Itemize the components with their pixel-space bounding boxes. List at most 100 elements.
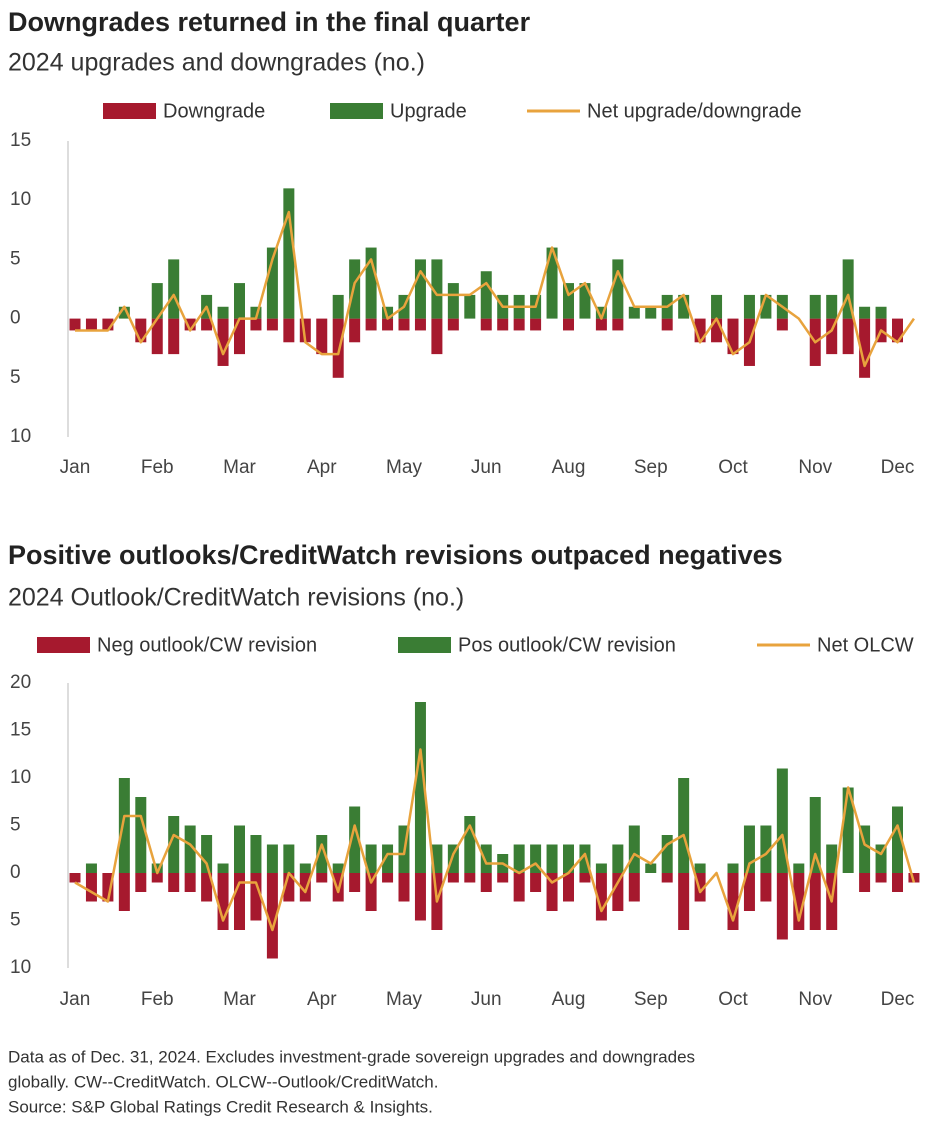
bar bbox=[793, 873, 805, 930]
bar bbox=[694, 318, 706, 343]
bar bbox=[875, 873, 887, 883]
bar bbox=[497, 873, 509, 883]
bar bbox=[661, 318, 673, 331]
bar bbox=[809, 294, 821, 319]
net-line bbox=[75, 210, 915, 368]
bar bbox=[875, 844, 887, 873]
bar bbox=[480, 844, 492, 873]
bar bbox=[563, 844, 574, 873]
bar bbox=[250, 835, 262, 873]
bar bbox=[266, 318, 278, 331]
bar bbox=[102, 873, 114, 902]
bar bbox=[678, 873, 690, 930]
chart-title: Positive outlooks/CreditWatch revisions … bbox=[8, 540, 783, 570]
footnote: Data as of Dec. 31, 2024. Excludes inves… bbox=[8, 1047, 695, 1066]
bar bbox=[908, 873, 920, 883]
bar bbox=[859, 825, 871, 873]
bar bbox=[776, 318, 788, 331]
bar bbox=[645, 306, 657, 319]
y-tick-label: 10 bbox=[10, 189, 31, 210]
bar bbox=[118, 306, 130, 319]
bar bbox=[892, 873, 903, 892]
bar bbox=[842, 787, 854, 873]
bar bbox=[546, 247, 558, 319]
bar bbox=[332, 318, 344, 378]
bar bbox=[135, 797, 147, 873]
x-tick-label: Jan bbox=[60, 457, 91, 478]
bar bbox=[283, 844, 295, 873]
y-tick-label: 10 bbox=[10, 767, 31, 788]
bar bbox=[349, 873, 361, 892]
bar bbox=[168, 318, 180, 355]
bar bbox=[546, 844, 558, 873]
legend-swatch bbox=[37, 637, 90, 653]
bar bbox=[760, 825, 772, 873]
x-tick-label: Oct bbox=[718, 457, 748, 478]
x-tick-label: May bbox=[386, 989, 422, 1010]
bar bbox=[217, 306, 229, 319]
bar bbox=[398, 318, 410, 331]
y-tick-label: 5 bbox=[10, 910, 21, 931]
bar bbox=[316, 873, 328, 883]
bar bbox=[168, 259, 180, 319]
bar bbox=[85, 873, 97, 902]
footnote: globally. CW--CreditWatch. OLCW--Outlook… bbox=[8, 1072, 438, 1091]
bar bbox=[513, 844, 525, 873]
bar bbox=[332, 863, 344, 873]
bar bbox=[776, 768, 788, 873]
chart-subtitle: 2024 upgrades and downgrades (no.) bbox=[8, 49, 425, 77]
bar bbox=[234, 873, 245, 930]
bar bbox=[612, 318, 624, 331]
x-tick-label: Aug bbox=[552, 457, 586, 478]
bar bbox=[69, 318, 81, 331]
bar bbox=[365, 844, 377, 873]
bar bbox=[201, 318, 213, 331]
bar bbox=[365, 247, 377, 319]
bar bbox=[563, 873, 574, 902]
bar bbox=[612, 259, 624, 319]
y-tick-label: 0 bbox=[10, 308, 21, 329]
bar bbox=[316, 835, 328, 873]
bar bbox=[743, 294, 755, 319]
y-tick-label: 15 bbox=[10, 720, 31, 741]
bar bbox=[299, 863, 311, 873]
bar bbox=[628, 306, 640, 319]
bar bbox=[349, 806, 361, 873]
bar bbox=[563, 283, 574, 319]
bar bbox=[135, 873, 147, 892]
bar bbox=[859, 873, 871, 892]
bar bbox=[875, 306, 887, 319]
y-tick-label: 10 bbox=[10, 957, 31, 978]
bar bbox=[217, 318, 229, 366]
legend-swatch bbox=[398, 637, 451, 653]
bar bbox=[184, 825, 196, 873]
bar bbox=[743, 873, 755, 911]
bar bbox=[497, 318, 509, 331]
x-tick-label: Sep bbox=[634, 457, 668, 478]
bar bbox=[118, 873, 130, 911]
bar bbox=[447, 318, 459, 331]
bar bbox=[464, 873, 476, 883]
legend-label: Pos outlook/CW revision bbox=[458, 634, 676, 656]
bar bbox=[431, 259, 443, 319]
bar bbox=[694, 873, 706, 902]
bar bbox=[365, 873, 377, 911]
bar bbox=[826, 844, 838, 873]
bar bbox=[69, 873, 81, 883]
bar bbox=[727, 873, 739, 930]
legend-label: Upgrade bbox=[390, 100, 467, 122]
bar bbox=[546, 873, 558, 911]
x-tick-label: Feb bbox=[141, 989, 174, 1010]
bar bbox=[826, 294, 838, 319]
bar bbox=[349, 318, 361, 343]
footnote: Source: S&P Global Ratings Credit Resear… bbox=[8, 1097, 433, 1116]
bar bbox=[266, 873, 278, 959]
chart-title: Downgrades returned in the final quarter bbox=[8, 7, 531, 37]
bar bbox=[842, 318, 854, 355]
bar bbox=[892, 806, 903, 873]
y-tick-label: 5 bbox=[10, 367, 21, 388]
bar bbox=[168, 873, 180, 892]
bar bbox=[151, 318, 163, 355]
bar bbox=[595, 306, 607, 319]
